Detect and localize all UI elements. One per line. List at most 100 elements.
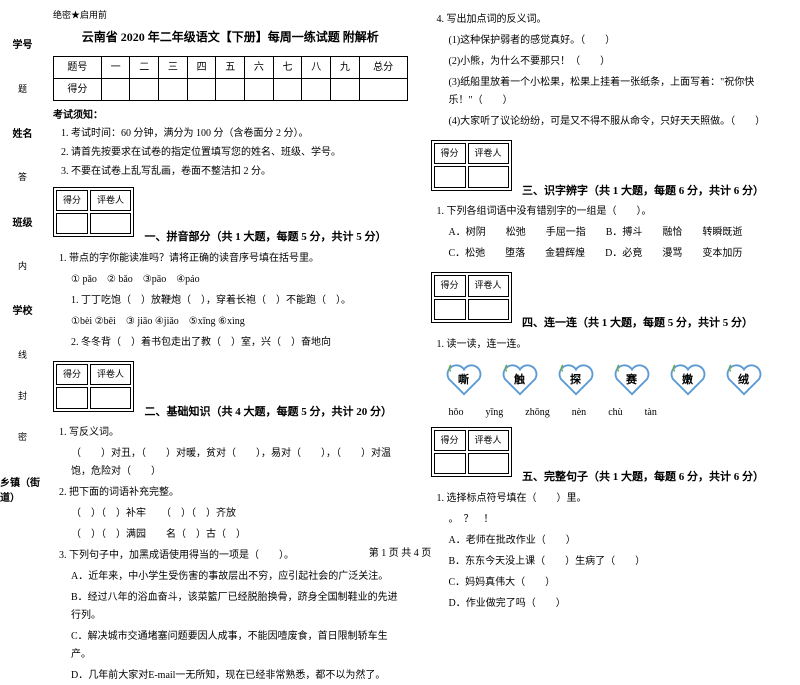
section-score-box: 得分评卷人 (53, 187, 134, 238)
q2-3-a: A．近年来，中小学生受伤害的事故层出不穷，应引起社会的广泛关注。 (71, 568, 408, 586)
box-cell[interactable] (90, 213, 131, 234)
box-h: 得分 (56, 190, 88, 211)
section-3-title: 三、识字辨字（共 1 大题，每题 6 分，共计 6 分） (522, 185, 764, 197)
q1-l3: ①bèi ②bēi ③ jiāo ④jiǎo ⑤xīng ⑥xìng (71, 313, 408, 331)
box-cell[interactable] (434, 166, 466, 187)
pinyin: tàn (645, 404, 657, 421)
box-cell[interactable] (468, 453, 509, 474)
heart-char: 嘶 (445, 371, 483, 390)
box-cell[interactable] (56, 213, 88, 234)
score-cell[interactable] (273, 78, 302, 100)
pinyin: chù (608, 404, 622, 421)
margin-vert: 答 (16, 172, 29, 181)
box-h: 评卷人 (90, 190, 131, 211)
score-header: 一 (101, 56, 130, 78)
score-cell[interactable] (187, 78, 216, 100)
box-cell[interactable] (56, 387, 88, 408)
heart-row: 嘶 触 探 赛 嫩 绒 (445, 362, 786, 396)
score-cell[interactable] (216, 78, 245, 100)
score-table: 题号 一 二 三 四 五 六 七 八 九 总分 得分 (53, 56, 408, 101)
section-5-title: 五、完整句子（共 1 大题，每题 6 分，共计 6 分） (522, 471, 764, 483)
score-cell[interactable] (101, 78, 130, 100)
q1-l4: 2. 冬冬背（ ）着书包走出了教（ ）室，兴（ ）奋地向 (71, 334, 408, 352)
pinyin: zhōng (525, 404, 549, 421)
margin-vert: 题 (16, 84, 29, 93)
heart-char: 探 (557, 371, 595, 390)
q2-2-l1: （ ）（ ）补牢 （ ）（ ）齐放 (71, 505, 408, 523)
heart-char: 触 (501, 371, 539, 390)
box-cell[interactable] (468, 299, 509, 320)
heart-icon: 嫩 (669, 362, 707, 396)
margin-vert: 封 (16, 391, 29, 400)
heart-icon: 绒 (725, 362, 763, 396)
score-header: 总分 (359, 56, 407, 78)
section-score-box: 得分评卷人 (431, 140, 512, 191)
margin-label: 姓名 (13, 125, 33, 140)
score-header: 九 (331, 56, 360, 78)
score-cell[interactable] (359, 78, 407, 100)
margin-label: 学号 (13, 36, 33, 51)
binding-margin: 学号 题 姓名 答 班级 内 学校 线 封 密 乡镇（街道） (0, 0, 45, 540)
score-header: 六 (245, 56, 274, 78)
q1-l1: ① pǎo ② bǎo ③pāo ④páo (71, 271, 408, 289)
score-header: 三 (159, 56, 188, 78)
margin-label: 乡镇（街道） (0, 474, 45, 504)
section-1-title: 一、拼音部分（共 1 大题，每题 5 分，共计 5 分） (145, 231, 387, 243)
q3-c: C．松弛 堕落 金碧辉煌 D．必竟 漫骂 变本加历 (449, 245, 786, 263)
box-cell[interactable] (434, 453, 466, 474)
notice-title: 考试须知： (53, 107, 408, 124)
box-h: 评卷人 (90, 364, 131, 385)
score-cell[interactable] (331, 78, 360, 100)
heart-char: 绒 (725, 371, 763, 390)
right-column: 4. 写出加点词的反义词。 (1)这种保护弱者的感觉真好。（ ） (2)小熊，为… (423, 0, 800, 540)
secret-label: 绝密★启用前 (53, 8, 408, 23)
q5-a: A．老师在批改作业（ ） (449, 532, 786, 550)
box-h: 评卷人 (468, 275, 509, 296)
q5-b: B．东东今天没上课（ ）生病了（ ） (449, 553, 786, 571)
pinyin: yīng (486, 404, 504, 421)
heart-icon: 触 (501, 362, 539, 396)
box-cell[interactable] (468, 166, 509, 187)
box-h: 评卷人 (468, 430, 509, 451)
score-cell[interactable] (130, 78, 159, 100)
score-header: 二 (130, 56, 159, 78)
score-header: 七 (273, 56, 302, 78)
section-score-box: 得分评卷人 (53, 361, 134, 412)
q4-stem: 1. 读一读，连一连。 (437, 336, 786, 354)
notice-item: 请首先按要求在试卷的指定位置填写您的姓名、班级、学号。 (71, 143, 408, 162)
score-header: 八 (302, 56, 331, 78)
section-score-box: 得分评卷人 (431, 272, 512, 323)
box-h: 得分 (434, 275, 466, 296)
box-cell[interactable] (90, 387, 131, 408)
pinyin: hǒo (449, 404, 464, 421)
q3-a: A．树阴 松弛 手屈一指 B．搏斗 融恰 转瞬既逝 (449, 224, 786, 242)
score-cell[interactable] (159, 78, 188, 100)
q1-l2: 1. 丁丁吃饱（ ）放鞭炮（ ），穿着长袍（ ）不能跑（ ）。 (71, 292, 408, 310)
q2-1-stem: 1. 写反义词。 (59, 424, 408, 442)
q2-4-stem: 4. 写出加点词的反义词。 (437, 11, 786, 29)
heart-char: 赛 (613, 371, 651, 390)
q5-c: C．妈妈真伟大（ ） (449, 574, 786, 592)
box-h: 得分 (434, 430, 466, 451)
notice-item: 不要在试卷上乱写乱画，卷面不整洁扣 2 分。 (71, 162, 408, 181)
q2-4-l1: (1)这种保护弱者的感觉真好。（ ） (449, 32, 786, 50)
score-header: 四 (187, 56, 216, 78)
score-header: 题号 (54, 56, 102, 78)
pinyin-row: hǒo yīng zhōng nèn chù tàn (449, 404, 786, 421)
margin-vert: 密 (16, 432, 29, 441)
box-h: 得分 (56, 364, 88, 385)
score-cell[interactable] (245, 78, 274, 100)
q2-1-line: （ ）对丑，（ ）对暖，贫对（ ），易对（ ），（ ）对温饱，危险对（ ） (71, 445, 408, 481)
box-h: 得分 (434, 143, 466, 164)
q5-d: D．作业做完了吗（ ） (449, 595, 786, 613)
box-h: 评卷人 (468, 143, 509, 164)
exam-title: 云南省 2020 年二年级语文【下册】每周一练试题 附解析 (53, 27, 408, 47)
q2-3-stem: 3. 下列句子中，加黑成语使用得当的一项是（ ）。 (59, 547, 408, 565)
notice-item: 考试时间：60 分钟，满分为 100 分（含卷面分 2 分）。 (71, 124, 408, 143)
pinyin: nèn (572, 404, 586, 421)
heart-icon: 赛 (613, 362, 651, 396)
score-cell[interactable] (302, 78, 331, 100)
q1-stem: 1. 带点的字你能读准吗？请将正确的读音序号填在括号里。 (59, 250, 408, 268)
box-cell[interactable] (434, 299, 466, 320)
q5-punct: 。 ？ ！ (449, 511, 786, 529)
